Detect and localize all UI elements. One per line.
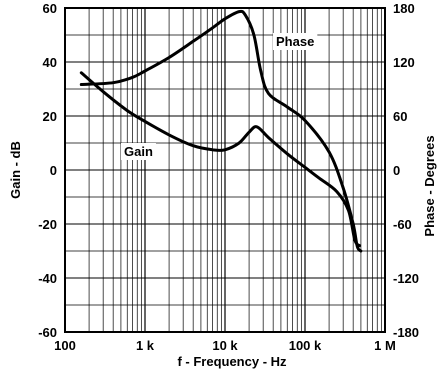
- plot-frame: [64, 7, 386, 333]
- x-tick-label: 1 k: [136, 338, 155, 353]
- y2-tick-label: 180: [393, 1, 415, 16]
- x-tick-label: 1 M: [374, 338, 396, 353]
- x-tick-label: 100: [54, 338, 76, 353]
- y-tick-label: -20: [38, 217, 57, 232]
- phase-series-label: Phase: [276, 34, 314, 49]
- y-tick-label: 0: [50, 163, 57, 178]
- grid-lines: [64, 7, 385, 333]
- series-curves: [79, 9, 363, 253]
- y-tick-label: 60: [43, 1, 57, 16]
- y2-tick-label: -60: [393, 217, 412, 232]
- gain-series-label: Gain: [124, 144, 153, 159]
- phase-label-background: [273, 33, 318, 50]
- y-axis-title: Gain - dB: [8, 141, 23, 199]
- y-tick-label: -60: [38, 325, 57, 340]
- gain-curve: [79, 71, 361, 248]
- y-tick-label: 20: [43, 109, 57, 124]
- y2-tick-label: -120: [393, 271, 419, 286]
- y2-tick-label: -180: [393, 325, 419, 340]
- x-tick-label: 100 k: [289, 338, 322, 353]
- y2-tick-label: 60: [393, 109, 407, 124]
- y2-axis-title: Phase - Degrees: [422, 135, 437, 236]
- y2-tick-label: 120: [393, 55, 415, 70]
- y2-tick-label: 0: [393, 163, 400, 178]
- tick-labels: 100 1 k 10 k 100 k 1 M 60 40 20 0 -20 -40 -60 180 120…: [38, 1, 419, 353]
- x-tick-label: 10 k: [212, 338, 238, 353]
- series-labels: Gain Phase: [121, 33, 318, 160]
- x-axis-title: f - Frequency - Hz: [177, 354, 287, 369]
- gain-label-background: [121, 143, 156, 160]
- y-tick-label: -40: [38, 271, 57, 286]
- phase-curve: [79, 9, 363, 253]
- y-tick-label: 40: [43, 55, 57, 70]
